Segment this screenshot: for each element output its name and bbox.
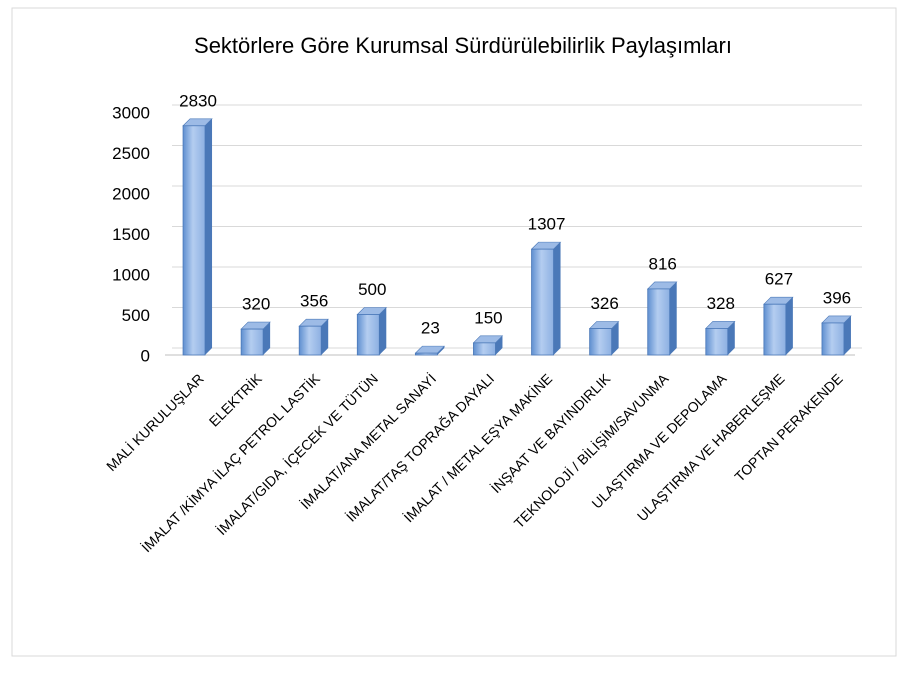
bar — [763, 303, 787, 356]
value-label: 1307 — [528, 215, 566, 234]
bar-side — [263, 322, 271, 355]
bar-side — [495, 335, 503, 355]
y-tick-label: 1000 — [112, 265, 150, 284]
bar-group — [298, 318, 329, 356]
bar — [414, 352, 438, 356]
bar — [298, 325, 322, 356]
value-label: 396 — [823, 288, 851, 307]
bar-group — [356, 307, 388, 356]
y-tick-label: 0 — [141, 346, 150, 365]
y-tick-label: 2000 — [112, 184, 150, 203]
bar-side — [843, 315, 851, 355]
value-label: 816 — [649, 254, 677, 273]
bar-group — [821, 315, 852, 356]
y-tick-label: 1500 — [112, 225, 150, 244]
bar-group — [530, 241, 562, 356]
chart-title: Sektörlere Göre Kurumsal Sürdürülebilirl… — [194, 33, 732, 58]
bar-side — [437, 346, 445, 355]
bar-side — [321, 319, 329, 355]
value-label: 326 — [590, 294, 618, 313]
bar-side — [205, 118, 213, 356]
bar — [589, 328, 613, 356]
bar-group — [182, 118, 213, 356]
value-label: 23 — [421, 319, 440, 338]
y-tick-label: 2500 — [112, 144, 150, 163]
bar-group — [414, 345, 446, 356]
value-label: 500 — [358, 280, 386, 299]
value-label: 356 — [300, 292, 328, 311]
chart-border — [11, 7, 897, 657]
bar — [473, 342, 496, 356]
bar — [647, 288, 671, 356]
bar-side — [669, 281, 677, 355]
value-label: 320 — [242, 295, 270, 314]
bar — [182, 125, 206, 356]
bar-group — [472, 335, 504, 356]
value-label: 627 — [765, 270, 793, 289]
bar-side — [553, 242, 561, 355]
y-tick-label: 3000 — [112, 103, 150, 122]
bar-side — [727, 321, 735, 355]
bar-side — [611, 321, 619, 355]
bar-group — [646, 281, 678, 356]
value-label: 328 — [707, 294, 735, 313]
bar-side — [785, 297, 793, 355]
value-label: 2830 — [179, 91, 217, 110]
bar-group — [240, 321, 271, 356]
bar — [705, 328, 729, 356]
bar-group — [763, 296, 794, 356]
bar-group — [705, 321, 736, 356]
bar-side — [379, 307, 387, 355]
bar-group — [588, 321, 620, 356]
value-label: 150 — [474, 308, 502, 327]
bar — [531, 248, 554, 356]
bar — [240, 328, 264, 356]
y-tick-label: 500 — [122, 306, 150, 325]
bar — [821, 322, 845, 356]
bar — [356, 314, 380, 356]
